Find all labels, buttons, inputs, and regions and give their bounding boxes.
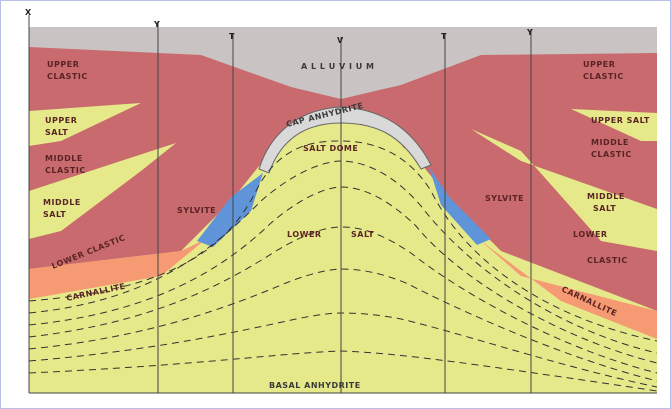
label-upper-salt-left-2: SALT <box>45 128 68 137</box>
cap-anhydrite <box>258 106 432 174</box>
alluvium-layer <box>29 27 657 99</box>
upper-clastic-right <box>341 33 657 311</box>
upper-clastic-left <box>29 33 341 269</box>
label-middle-clastic-left-2: CLASTIC <box>45 166 86 175</box>
well-label-y-left: Y <box>153 20 160 29</box>
sylvite-left <box>197 173 263 247</box>
label-lower-salt-2: SALT <box>351 230 374 239</box>
well-label-y-right: Y <box>526 28 533 37</box>
well-label-t-right: T <box>441 32 447 41</box>
label-upper-salt-left-1: UPPER <box>45 116 77 125</box>
label-upper-clastic-right-1: UPPER <box>583 60 615 69</box>
middle-salt-left <box>29 143 176 239</box>
label-lower-clastic-right-1: LOWER <box>573 230 608 239</box>
label-upper-clastic-right-2: CLASTIC <box>583 72 624 81</box>
label-upper-clastic-left-1: UPPER <box>47 60 79 69</box>
label-middle-clastic-right-2: CLASTIC <box>591 150 632 159</box>
label-middle-salt-left-1: MIDDLE <box>43 198 81 207</box>
label-middle-salt-left-2: SALT <box>43 210 66 219</box>
label-lower-salt-1: LOWER <box>287 230 322 239</box>
label-basal-anhydrite: BASAL ANHYDRITE <box>269 381 361 390</box>
label-middle-salt-right-2: SALT <box>593 204 616 213</box>
label-upper-clastic-left-2: CLASTIC <box>47 72 88 81</box>
label-middle-salt-right-1: MIDDLE <box>587 192 625 201</box>
label-alluvium: A L L U V I U M <box>301 62 375 71</box>
carnallite-left <box>29 239 206 299</box>
well-label-x: X <box>25 8 32 17</box>
label-upper-salt-right: UPPER SALT <box>591 116 650 125</box>
well-markers: X Y T V T Y <box>25 8 533 45</box>
well-label-v: V <box>337 36 344 45</box>
label-sylvite-right: SYLVITE <box>485 194 524 203</box>
well-label-t-left: T <box>229 32 235 41</box>
salt-dome-body <box>181 120 521 393</box>
sylvite-right <box>429 167 491 245</box>
upper-salt-right <box>571 109 657 141</box>
label-middle-clastic-right-1: MIDDLE <box>591 138 629 147</box>
label-sylvite-left: SYLVITE <box>177 206 216 215</box>
middle-salt-right <box>471 129 657 251</box>
label-middle-clastic-left-1: MIDDLE <box>45 154 83 163</box>
label-salt-dome: SALT DOME <box>303 144 358 153</box>
well-lines <box>28 15 532 393</box>
upper-salt-left <box>29 103 141 146</box>
carnallite-right <box>481 241 657 339</box>
label-lower-clastic-right-2: CLASTIC <box>587 256 628 265</box>
